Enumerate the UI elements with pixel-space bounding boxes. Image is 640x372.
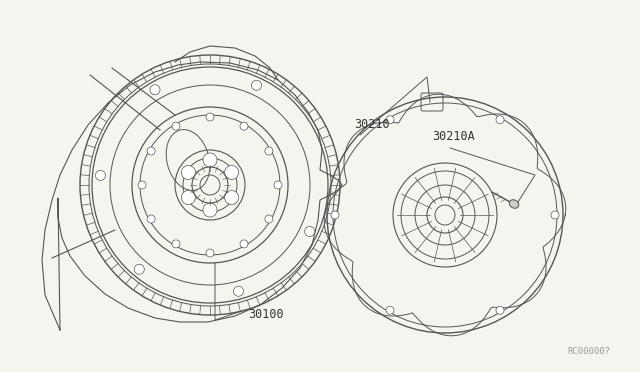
Circle shape — [138, 181, 146, 189]
Circle shape — [496, 306, 504, 314]
Circle shape — [147, 215, 155, 223]
Text: 30100: 30100 — [248, 308, 284, 321]
Circle shape — [305, 227, 315, 237]
Text: 30210A: 30210A — [432, 130, 475, 143]
Circle shape — [181, 190, 195, 205]
Circle shape — [252, 80, 262, 90]
Circle shape — [265, 215, 273, 223]
Circle shape — [181, 166, 195, 180]
Ellipse shape — [509, 200, 519, 208]
Circle shape — [206, 113, 214, 121]
Text: 30210: 30210 — [354, 118, 390, 131]
Circle shape — [234, 286, 243, 296]
Circle shape — [95, 170, 106, 180]
Text: RC00000?: RC00000? — [567, 347, 610, 356]
Circle shape — [203, 203, 217, 217]
Circle shape — [386, 306, 394, 314]
Circle shape — [240, 122, 248, 130]
Circle shape — [134, 264, 144, 274]
Circle shape — [331, 211, 339, 219]
Circle shape — [274, 181, 282, 189]
Circle shape — [172, 122, 180, 130]
Circle shape — [150, 85, 160, 95]
Circle shape — [147, 147, 155, 155]
Circle shape — [206, 249, 214, 257]
Circle shape — [265, 147, 273, 155]
Circle shape — [172, 240, 180, 248]
Circle shape — [203, 153, 217, 167]
Circle shape — [225, 166, 239, 180]
Circle shape — [225, 190, 239, 205]
Circle shape — [240, 240, 248, 248]
Circle shape — [496, 116, 504, 124]
Circle shape — [386, 116, 394, 124]
Circle shape — [551, 211, 559, 219]
